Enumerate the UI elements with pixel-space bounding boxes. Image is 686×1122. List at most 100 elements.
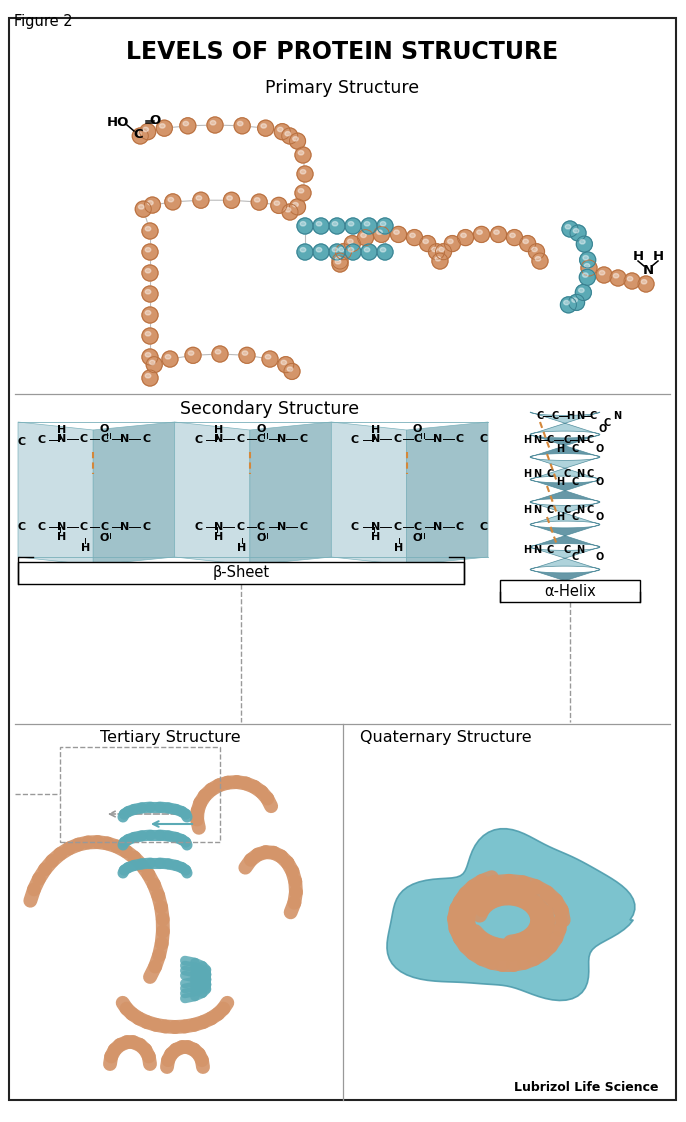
Ellipse shape bbox=[300, 221, 306, 226]
Circle shape bbox=[140, 123, 156, 140]
Ellipse shape bbox=[348, 221, 354, 226]
Text: N: N bbox=[576, 469, 584, 479]
Text: H: H bbox=[370, 532, 380, 542]
Circle shape bbox=[506, 230, 523, 246]
Ellipse shape bbox=[287, 367, 293, 371]
Ellipse shape bbox=[300, 169, 306, 174]
Text: N: N bbox=[434, 434, 442, 444]
Circle shape bbox=[335, 243, 351, 259]
Text: O: O bbox=[99, 533, 109, 543]
Circle shape bbox=[377, 218, 393, 234]
Ellipse shape bbox=[361, 233, 366, 238]
Text: Quaternary Structure: Quaternary Structure bbox=[360, 730, 532, 745]
Text: C: C bbox=[563, 435, 571, 445]
Text: N: N bbox=[214, 522, 223, 532]
Text: O: O bbox=[150, 113, 161, 127]
Circle shape bbox=[344, 236, 360, 251]
Polygon shape bbox=[530, 524, 600, 548]
Circle shape bbox=[162, 351, 178, 367]
FancyBboxPatch shape bbox=[18, 562, 464, 583]
Text: N: N bbox=[576, 545, 584, 555]
Circle shape bbox=[532, 254, 548, 269]
Polygon shape bbox=[331, 422, 407, 565]
Text: H: H bbox=[652, 249, 663, 263]
Text: H: H bbox=[556, 477, 564, 487]
Circle shape bbox=[473, 227, 490, 242]
Circle shape bbox=[596, 267, 612, 283]
Text: O: O bbox=[413, 533, 422, 543]
Ellipse shape bbox=[145, 332, 151, 335]
Text: N: N bbox=[276, 434, 286, 444]
Ellipse shape bbox=[255, 197, 260, 202]
Text: C: C bbox=[393, 522, 401, 532]
Text: C: C bbox=[571, 444, 578, 454]
Text: C: C bbox=[393, 434, 401, 444]
Ellipse shape bbox=[641, 279, 647, 284]
Text: C: C bbox=[299, 522, 307, 532]
Circle shape bbox=[282, 204, 298, 220]
Ellipse shape bbox=[298, 150, 304, 155]
Text: O: O bbox=[596, 477, 604, 487]
Circle shape bbox=[361, 218, 377, 234]
Ellipse shape bbox=[582, 273, 588, 277]
Text: LEVELS OF PROTEIN STRUCTURE: LEVELS OF PROTEIN STRUCTURE bbox=[126, 40, 558, 64]
Ellipse shape bbox=[293, 202, 298, 206]
Ellipse shape bbox=[265, 355, 271, 359]
Text: O: O bbox=[256, 424, 265, 434]
Ellipse shape bbox=[168, 197, 174, 202]
Text: N: N bbox=[57, 522, 67, 532]
Circle shape bbox=[520, 236, 536, 251]
Text: C: C bbox=[38, 522, 45, 532]
Text: C: C bbox=[456, 434, 464, 444]
Circle shape bbox=[345, 218, 361, 234]
Polygon shape bbox=[530, 502, 600, 524]
Circle shape bbox=[144, 197, 161, 213]
Circle shape bbox=[580, 252, 595, 268]
Text: N: N bbox=[276, 522, 286, 532]
Ellipse shape bbox=[494, 230, 499, 234]
Ellipse shape bbox=[335, 257, 341, 261]
Text: C: C bbox=[194, 435, 202, 445]
Ellipse shape bbox=[293, 137, 298, 141]
Text: C: C bbox=[143, 434, 150, 444]
Text: C: C bbox=[80, 522, 88, 532]
Ellipse shape bbox=[348, 248, 354, 252]
Text: N: N bbox=[370, 522, 380, 532]
Circle shape bbox=[135, 201, 152, 218]
Ellipse shape bbox=[348, 239, 353, 243]
Ellipse shape bbox=[447, 239, 453, 243]
Circle shape bbox=[624, 273, 640, 289]
Circle shape bbox=[576, 285, 591, 301]
Circle shape bbox=[142, 223, 158, 239]
Ellipse shape bbox=[573, 229, 579, 233]
Circle shape bbox=[297, 166, 313, 182]
Circle shape bbox=[576, 236, 592, 252]
Ellipse shape bbox=[584, 264, 590, 268]
Text: H: H bbox=[214, 532, 223, 542]
Text: H: H bbox=[523, 469, 531, 479]
Text: O: O bbox=[99, 424, 109, 434]
Circle shape bbox=[278, 357, 294, 373]
Text: N: N bbox=[434, 522, 442, 532]
Circle shape bbox=[373, 227, 390, 242]
Ellipse shape bbox=[477, 230, 482, 234]
Text: C: C bbox=[587, 469, 593, 479]
Text: C: C bbox=[133, 128, 143, 140]
Text: C: C bbox=[194, 522, 202, 532]
Ellipse shape bbox=[410, 233, 415, 238]
Polygon shape bbox=[530, 412, 600, 434]
Circle shape bbox=[377, 243, 393, 260]
Text: C: C bbox=[546, 545, 554, 555]
Text: C: C bbox=[587, 505, 593, 515]
Polygon shape bbox=[250, 422, 331, 565]
Text: C: C bbox=[552, 411, 558, 421]
Text: C: C bbox=[18, 522, 26, 532]
Ellipse shape bbox=[599, 270, 605, 275]
Text: N: N bbox=[57, 434, 67, 444]
Text: Lubrizol Life Science: Lubrizol Life Science bbox=[514, 1080, 658, 1094]
Text: C: C bbox=[456, 522, 464, 532]
Polygon shape bbox=[93, 422, 175, 565]
Ellipse shape bbox=[332, 221, 338, 226]
Text: C: C bbox=[414, 434, 422, 444]
Circle shape bbox=[638, 276, 654, 292]
